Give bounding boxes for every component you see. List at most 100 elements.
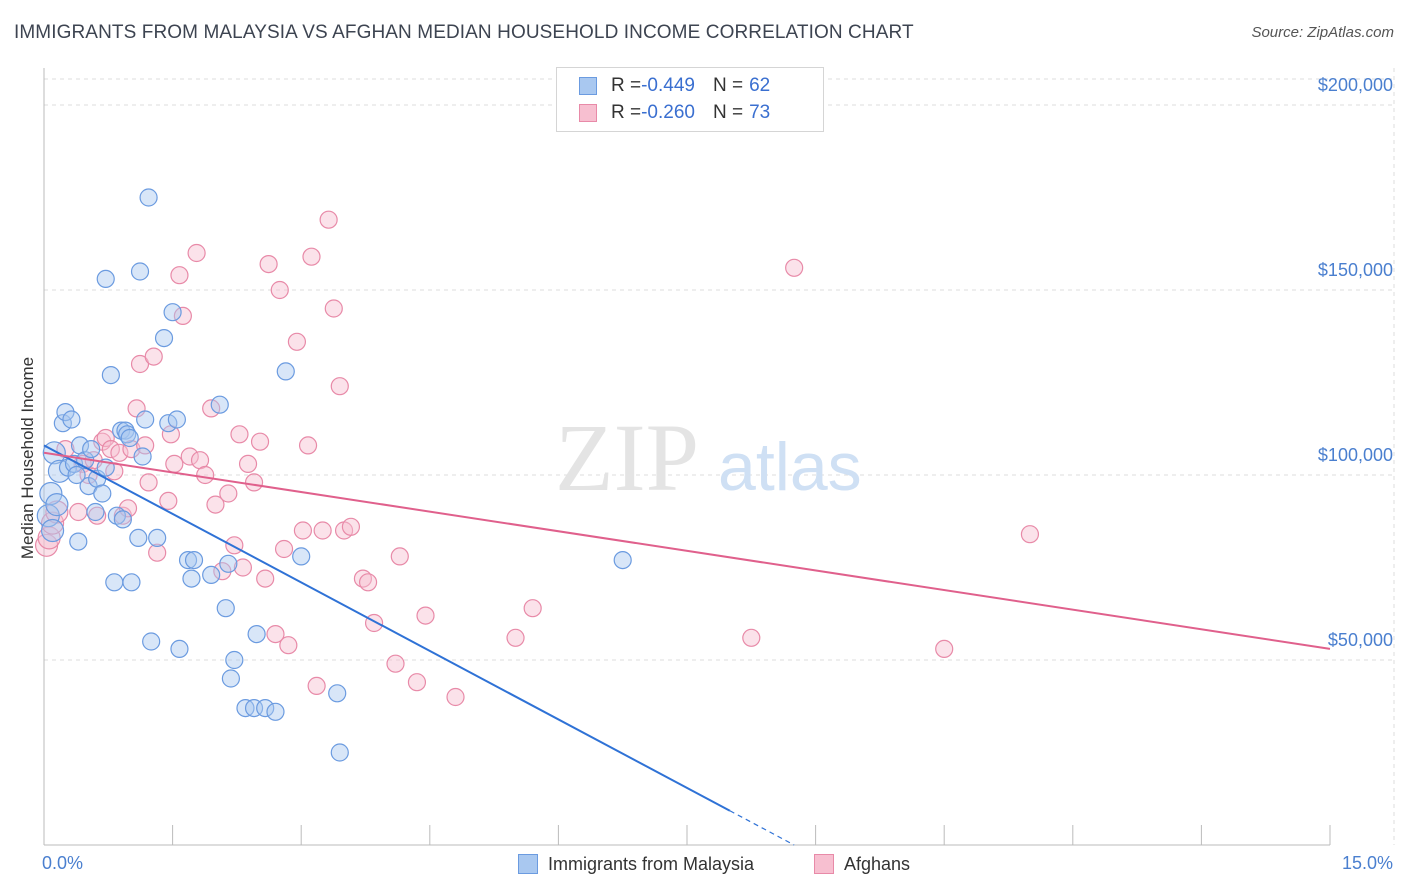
afghans-point [159,491,178,510]
bottom-legend-malaysia: Immigrants from Malaysia [518,852,754,876]
malaysia-point [82,440,101,459]
legend-n-value: 73 [749,102,771,123]
malaysia-point [184,550,204,570]
malaysia-point [40,518,65,543]
afghans-point [196,465,215,485]
afghans-point [206,495,225,514]
afghans-point [298,436,318,455]
afghans-point [446,687,465,707]
afghans-point [313,521,332,540]
trend-lines [43,444,1331,846]
malaysia-point [247,624,266,644]
malaysia-point [120,428,139,448]
malaysia-point [219,554,238,573]
y-tick-label: $200,000 [1318,75,1393,95]
malaysia-point [139,188,158,207]
legend-row-afghans: R = -0.260 N = 73 [579,101,770,125]
legend-n-label: N = [712,102,744,123]
afghans-point [144,347,163,366]
afghans-point [225,536,244,555]
malaysia-point [167,410,186,429]
malaysia-point [39,481,63,506]
malaysia-point [221,669,240,688]
malaysia-point [163,303,182,322]
legend-r-label: R = [611,102,642,123]
afghans-swatch [579,104,597,122]
afghans-point [270,280,289,300]
malaysia-point [613,550,632,570]
malaysia-point [56,403,75,422]
afghans-point [287,332,307,351]
malaysia-point [142,632,161,651]
afghans-point [1020,525,1040,544]
afghans-point [165,454,184,473]
afghans-point [341,517,361,536]
afghans-point [259,255,278,274]
malaysia-point [113,510,132,529]
x-tick-label-max: 15.0% [1342,853,1393,873]
afghans-point [180,447,199,466]
malaysia-point [69,532,88,551]
afghans-point [256,569,275,588]
afghans-point [187,243,206,263]
malaysia-trend-extension [729,810,795,846]
afghans-point [279,636,298,655]
axes [43,68,1331,846]
malaysia-point [225,650,244,670]
afghans-point [244,473,264,492]
malaysia-point [330,743,349,762]
afghans-point [173,306,192,325]
afghans-points [34,210,1040,707]
afghans-point [386,654,405,673]
afghans-point [416,606,435,625]
watermark: ZIP atlas [555,404,862,511]
afghans-point [319,210,338,229]
malaysia-point [136,410,155,429]
malaysia-point [292,547,311,566]
malaysia-point [216,599,235,618]
afghans-point [274,539,294,559]
afghans-trend-line [43,451,1331,650]
malaysia-points [36,188,632,762]
afghans-point [213,562,232,581]
malaysia-point [101,366,120,385]
afghans-point [293,521,313,540]
afghans-point [302,247,321,266]
malaysia-legend-swatch [518,854,538,874]
afghans-point [136,436,155,455]
afghans-point [407,673,427,692]
malaysia-point [93,484,112,503]
malaysia-swatch [579,77,597,95]
source-note: Source: ZipAtlas.com [1251,24,1394,41]
malaysia-point [154,329,174,348]
y-tick-label: $100,000 [1318,445,1393,465]
tick-labels: $50,000 $100,000 $150,000 $200,000 0.0% 15.0% [42,75,1393,873]
malaysia-point [170,639,189,659]
afghans-point [935,639,954,659]
watermark-atlas: atlas [718,429,862,505]
afghans-point [785,258,804,277]
afghans-point [110,443,129,462]
afghans-point [506,628,525,647]
afghans-point [390,547,409,566]
afghans-point [139,473,158,492]
malaysia-point [182,569,201,588]
afghans-point [238,454,258,473]
malaysia-point [256,698,275,718]
afghans-point [118,499,138,518]
legend-r-value: -0.449 [641,75,695,96]
afghans-point [523,599,542,618]
legend-n-value: 62 [749,75,771,96]
afghans-point [266,624,285,644]
afghans-point [69,502,88,522]
malaysia-point [130,262,150,281]
malaysia-point [129,528,148,548]
afghans-point [219,484,238,503]
afghans-point [170,266,189,285]
afghans-point [250,432,270,451]
legend-r-label: R = [611,75,642,96]
afghans-point [330,377,349,396]
malaysia-point [86,502,105,522]
malaysia-point [210,395,229,414]
